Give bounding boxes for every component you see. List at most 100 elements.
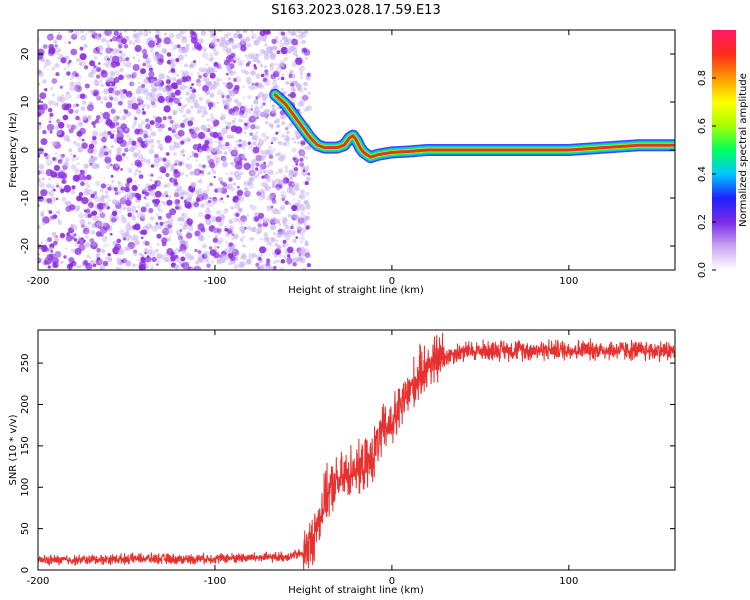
noise-speck	[89, 256, 92, 260]
noise-speck	[149, 31, 152, 34]
noise-speck	[74, 208, 80, 213]
noise-speck	[128, 178, 133, 183]
noise-speck	[115, 154, 123, 162]
noise-speck	[59, 160, 63, 165]
noise-speck	[179, 30, 187, 35]
noise-speck	[118, 100, 123, 106]
noise-speck	[109, 232, 113, 236]
noise-speck	[282, 178, 286, 183]
noise-speck	[65, 234, 73, 242]
noise-speck	[233, 57, 238, 62]
noise-speck	[213, 50, 219, 56]
noise-speck	[104, 190, 109, 194]
noise-speck	[134, 239, 140, 246]
noise-speck	[258, 137, 262, 141]
noise-speck	[109, 96, 114, 101]
noise-speck	[80, 181, 85, 187]
noise-speck	[115, 266, 120, 270]
noise-speck	[38, 112, 42, 117]
noise-speck	[226, 134, 232, 140]
x-tick-label: 100	[559, 576, 578, 587]
noise-speck	[249, 85, 255, 91]
noise-speck	[276, 187, 280, 191]
noise-speck	[237, 208, 243, 213]
noise-speck	[149, 250, 156, 257]
noise-speck	[116, 170, 119, 173]
noise-speck	[53, 40, 57, 44]
noise-speck	[194, 42, 202, 50]
noise-speck	[222, 161, 228, 168]
noise-speck	[293, 88, 297, 92]
noise-speck	[83, 163, 89, 169]
noise-speck	[290, 215, 293, 218]
noise-speck	[266, 195, 273, 201]
noise-speck	[276, 124, 280, 128]
noise-speck	[225, 125, 230, 130]
noise-speck	[225, 185, 230, 190]
noise-speck	[248, 179, 254, 185]
noise-speck	[265, 177, 271, 183]
noise-speck	[73, 238, 78, 242]
noise-speck	[201, 253, 208, 260]
noise-speck	[209, 182, 213, 187]
noise-speck	[203, 250, 210, 257]
noise-speck	[87, 202, 94, 208]
noise-speck	[99, 112, 104, 116]
noise-speck	[286, 38, 292, 44]
noise-speck	[234, 98, 239, 104]
noise-speck	[148, 148, 155, 155]
noise-speck	[292, 223, 295, 226]
noise-speck	[272, 208, 279, 215]
noise-speck	[178, 237, 182, 240]
noise-speck	[150, 96, 157, 103]
noise-speck	[241, 139, 247, 145]
noise-speck	[166, 52, 172, 57]
noise-speck	[261, 93, 269, 100]
noise-speck	[298, 68, 302, 71]
noise-speck	[89, 30, 93, 33]
noise-speck	[294, 99, 297, 102]
noise-speck	[169, 222, 172, 225]
noise-speck	[89, 89, 94, 94]
noise-speck	[224, 84, 228, 88]
noise-speck	[179, 223, 183, 226]
noise-speck	[180, 70, 184, 74]
noise-speck	[197, 257, 202, 262]
noise-speck	[197, 250, 202, 254]
noise-speck	[63, 184, 72, 193]
noise-speck	[71, 157, 76, 162]
noise-speck	[155, 30, 160, 34]
noise-speck	[240, 45, 247, 52]
noise-speck	[189, 116, 195, 122]
noise-speck	[84, 187, 88, 191]
noise-speck	[33, 32, 37, 36]
noise-speck	[239, 62, 243, 66]
noise-speck	[289, 91, 296, 99]
noise-speck	[131, 238, 134, 242]
noise-speck	[248, 52, 254, 58]
noise-speck	[232, 44, 237, 50]
noise-speck	[174, 264, 180, 270]
noise-speck	[48, 99, 54, 106]
noise-speck	[94, 119, 100, 124]
noise-speck	[75, 142, 81, 148]
noise-speck	[97, 62, 101, 65]
noise-speck	[131, 124, 136, 129]
noise-speck	[109, 55, 114, 59]
noise-speck	[267, 109, 270, 113]
noise-speck	[165, 79, 171, 85]
noise-speck	[216, 89, 223, 96]
noise-speck	[61, 94, 64, 98]
noise-speck	[226, 122, 232, 129]
noise-speck	[133, 249, 138, 254]
noise-speck	[252, 110, 259, 117]
noise-speck	[32, 143, 34, 145]
noise-speck	[224, 120, 228, 124]
noise-speck	[135, 263, 138, 266]
noise-speck	[256, 110, 263, 117]
noise-speck	[115, 191, 118, 194]
y-tick-label: 250	[20, 354, 31, 373]
noise-speck	[175, 248, 179, 251]
noise-speck	[303, 228, 307, 233]
noise-speck	[233, 71, 237, 74]
